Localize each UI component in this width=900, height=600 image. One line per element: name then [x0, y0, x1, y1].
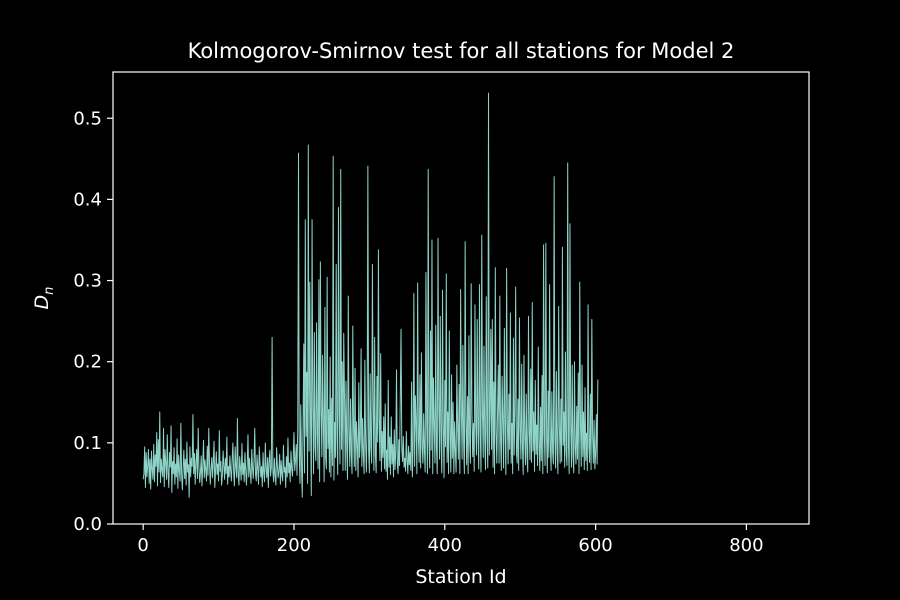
y-tick-label: 0.3 — [73, 271, 102, 292]
y-axis: 0.0 0.1 0.2 0.3 0.4 0.5 — [73, 108, 113, 535]
axes-frame — [112, 71, 810, 525]
x-tick-label: 0 — [137, 535, 148, 556]
y-tick-label: 0.0 — [73, 514, 102, 535]
y-tick-label: 0.5 — [73, 108, 102, 129]
y-axis-label: Dn — [31, 287, 57, 310]
series-line — [142, 92, 599, 498]
y-tick-label: 0.1 — [73, 433, 102, 454]
y-axis-label-main: D — [31, 295, 53, 310]
plot-area — [142, 92, 599, 498]
x-tick-label: 400 — [428, 535, 462, 556]
y-tick-label: 0.4 — [73, 189, 102, 210]
x-axis: 0 200 400 600 800 — [137, 524, 764, 556]
x-tick-label: 800 — [729, 535, 763, 556]
y-tick-label: 0.2 — [73, 352, 102, 373]
x-axis-label: Station Id — [415, 566, 506, 588]
chart-title: Kolmogorov-Smirnov test for all stations… — [188, 39, 735, 63]
x-tick-label: 600 — [578, 535, 612, 556]
x-tick-label: 200 — [277, 535, 311, 556]
y-axis-label-subscript: n — [42, 287, 57, 295]
